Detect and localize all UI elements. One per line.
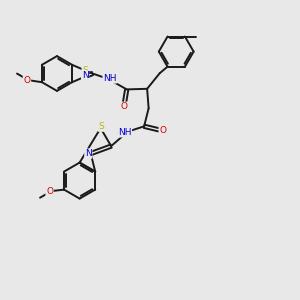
Text: NH: NH: [118, 128, 131, 137]
Text: NH: NH: [103, 74, 117, 83]
Text: O: O: [159, 126, 166, 135]
Text: O: O: [23, 76, 30, 85]
Text: S: S: [98, 122, 104, 131]
Text: S: S: [82, 66, 88, 75]
Text: N: N: [82, 71, 88, 80]
Text: O: O: [46, 187, 53, 196]
Text: N: N: [85, 149, 92, 158]
Text: O: O: [121, 102, 128, 111]
